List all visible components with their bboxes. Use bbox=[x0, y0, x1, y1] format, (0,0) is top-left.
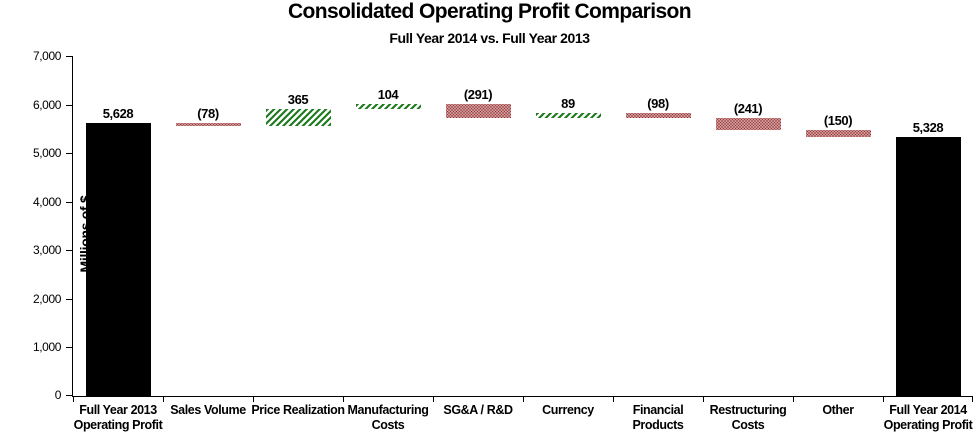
y-tick-label: 4,000 bbox=[32, 195, 61, 209]
y-tick-label: 5,000 bbox=[32, 146, 61, 160]
y-tick-label: 2,000 bbox=[32, 292, 61, 306]
x-category-label: Full Year 2014 Operating Profit bbox=[883, 403, 973, 432]
x-axis-tick bbox=[343, 396, 344, 402]
x-axis-tick bbox=[163, 396, 164, 402]
x-axis-tick bbox=[703, 396, 704, 402]
y-tick-label: 0 bbox=[54, 388, 62, 402]
y-axis-tick bbox=[66, 250, 73, 251]
x-category-label: Other bbox=[822, 403, 854, 417]
x-category-label: Financial Products bbox=[632, 403, 684, 432]
y-axis-tick bbox=[66, 202, 73, 203]
x-axis-tick bbox=[972, 396, 973, 402]
x-category-label: Currency bbox=[542, 403, 594, 417]
y-tick-label: 1,000 bbox=[32, 340, 61, 354]
x-category-label: Price Realization bbox=[251, 403, 345, 417]
y-tick-label: 3,000 bbox=[32, 243, 61, 257]
bar-restructuring-costs bbox=[715, 118, 781, 130]
x-axis-tick bbox=[523, 396, 524, 402]
plot-area: Millions of $ 01,0002,0003,0004,0005,000… bbox=[33, 49, 973, 432]
x-axis-tick bbox=[253, 396, 254, 402]
bar-value-label: 89 bbox=[561, 96, 575, 112]
chart-title: Consolidated Operating Profit Comparison bbox=[287, 0, 692, 23]
bar-sales-volume bbox=[175, 122, 241, 127]
x-category-label: SG&A / R&D bbox=[443, 403, 513, 417]
x-axis-tick bbox=[793, 396, 794, 402]
bar-value-label: 365 bbox=[287, 91, 309, 107]
bar-full-year-2013-operating-profit bbox=[85, 122, 151, 396]
bar-price-realization bbox=[265, 108, 331, 127]
y-tick-label: 7,000 bbox=[32, 49, 61, 63]
y-axis-tick bbox=[66, 299, 73, 300]
bar-sg-a-r-d bbox=[445, 103, 511, 118]
x-axis-tick bbox=[613, 396, 614, 402]
x-category-label: Restructuring Costs bbox=[709, 403, 787, 432]
x-category-label: Manufacturing Costs bbox=[347, 403, 429, 432]
x-category-label: Sales Volume bbox=[170, 403, 246, 417]
bar-currency bbox=[535, 113, 601, 118]
bar-financial-products bbox=[625, 113, 691, 119]
x-axis-tick bbox=[883, 396, 884, 402]
x-axis-tick bbox=[73, 396, 74, 402]
bar-value-label: (291) bbox=[463, 86, 493, 102]
bar-value-label: (150) bbox=[823, 112, 853, 128]
y-axis-tick bbox=[66, 153, 73, 154]
chart-subtitle: Full Year 2014 vs. Full Year 2013 bbox=[389, 30, 590, 46]
bar-value-label: 5,328 bbox=[912, 120, 944, 136]
bar-value-label: 5,628 bbox=[102, 105, 134, 121]
y-axis-tick bbox=[66, 56, 73, 57]
bar-manufacturing-costs bbox=[355, 103, 421, 109]
y-axis-tick bbox=[66, 347, 73, 348]
bar-other bbox=[805, 129, 871, 138]
bar-value-label: 104 bbox=[377, 86, 399, 102]
x-axis-tick bbox=[433, 396, 434, 402]
bar-value-label: (78) bbox=[197, 105, 219, 121]
bar-value-label: (241) bbox=[733, 101, 763, 117]
y-axis-tick bbox=[66, 395, 73, 396]
bar-value-label: (98) bbox=[647, 96, 669, 112]
y-axis-tick bbox=[66, 105, 73, 106]
bar-full-year-2014-operating-profit bbox=[895, 137, 961, 396]
x-category-label: Full Year 2013 Operating Profit bbox=[73, 403, 163, 432]
y-tick-label: 6,000 bbox=[32, 98, 61, 112]
